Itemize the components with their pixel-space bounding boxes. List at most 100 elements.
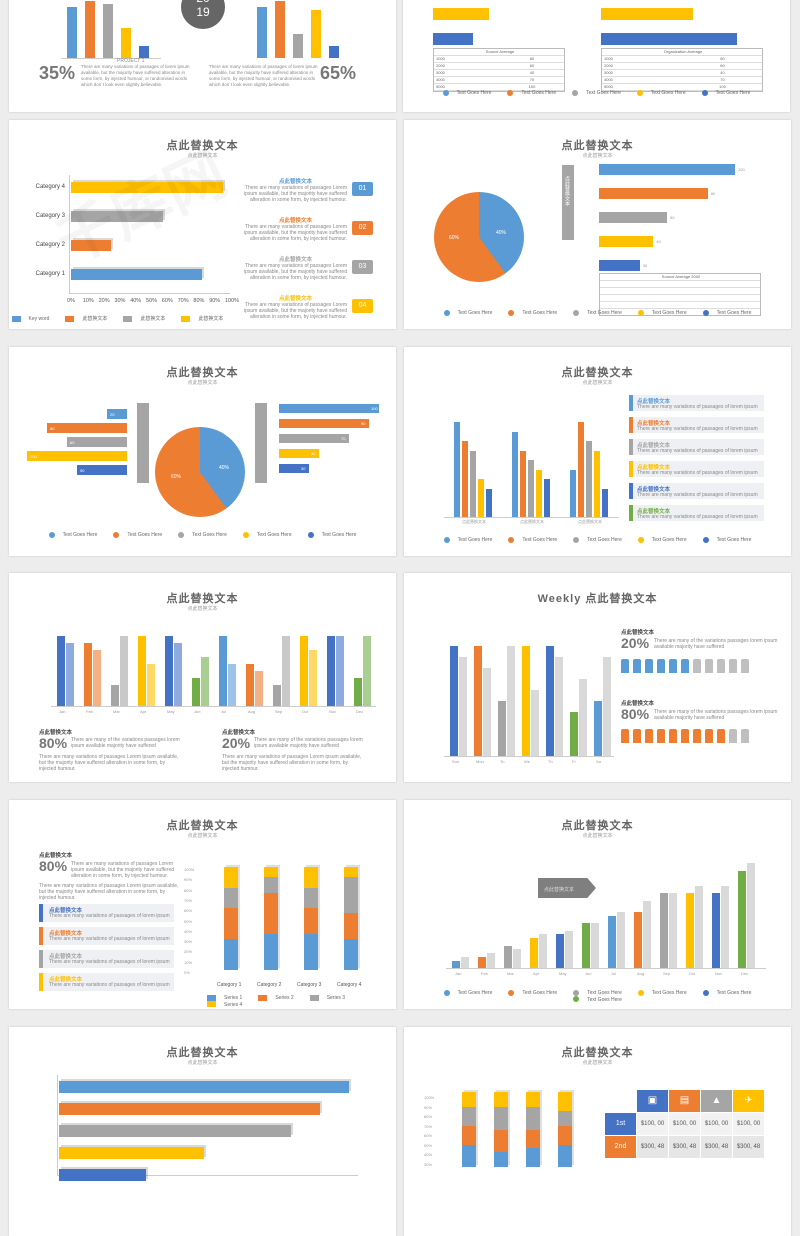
block-title: 点此替换文本: [39, 853, 73, 859]
slide-8[interactable]: Weekly 点此替换文本 Sun Mon Tu We Th Fr Sa 点此替换文本 20…: [404, 573, 791, 782]
bar-navy-left: [433, 33, 473, 45]
bar: [59, 1081, 349, 1093]
bar: [93, 650, 101, 706]
slide-title: 点此替换文本: [561, 1047, 634, 1059]
item-row-title: 点此替换文本: [49, 931, 83, 937]
bar: [300, 636, 308, 706]
legend-label: Text Goes Here: [715, 90, 751, 97]
bar: [608, 915, 616, 968]
person-icon: [693, 659, 701, 673]
bar: [594, 450, 600, 517]
month-label: Apr: [140, 709, 147, 714]
price-cell: $100, 00: [669, 1113, 700, 1135]
bar: [103, 4, 113, 58]
legend-item: Text Goes Here: [174, 532, 231, 538]
pie-chart: [155, 427, 245, 517]
slide-11[interactable]: 点此替换文本 点此替换文本: [9, 1027, 396, 1236]
item-row-accent: [629, 439, 633, 455]
side-label-box: [562, 165, 574, 240]
bar-value: 40: [656, 239, 661, 244]
stack-segment: [344, 939, 358, 970]
slide-1[interactable]: 20 19 35% 65% PROJECT 1 There are many v…: [9, 0, 396, 112]
item-title: 点此替换文本: [279, 218, 313, 224]
stack-segment: [526, 1107, 540, 1130]
stack-segment: [462, 1144, 476, 1167]
slide-title: 点此替换文本: [561, 820, 634, 832]
side-label: 点此替换文本: [564, 176, 570, 206]
bar: [309, 650, 317, 706]
item-row-desc: There are many variations of passages of…: [637, 448, 758, 454]
bar: [599, 260, 640, 271]
item-row-title: 点此替换文本: [637, 465, 671, 471]
slide-title: 点此替换文本: [166, 1047, 239, 1059]
legend-item: Text Goes Here: [503, 90, 560, 96]
month-label: Sep: [663, 971, 671, 976]
bar: [565, 930, 573, 968]
bar: [570, 712, 578, 756]
group-label: 点此替换文本: [462, 519, 486, 524]
bar: [279, 434, 349, 443]
weekly-chart-grid: [444, 641, 614, 757]
legend-swatch: [572, 90, 579, 96]
slide-subtitle: 点此替换文本: [582, 153, 613, 159]
slide-5[interactable]: 点此替换文本 点此替换文本 20 80 60 100 50 60% 40% 100 90 7…: [9, 347, 396, 556]
legend-swatch: [636, 90, 643, 96]
legend-swatch: [309, 995, 319, 1001]
slide-3[interactable]: 点此替换文本 点此替换文本 Category 4 Category 3 Catego…: [9, 120, 396, 329]
x-tick: 100%: [225, 298, 240, 304]
bar: [67, 437, 127, 447]
day-label: Th: [548, 759, 553, 764]
item-row-title: 点此替换文本: [637, 443, 671, 449]
bar: [77, 465, 127, 475]
slide-9[interactable]: 点此替换文本 点此替换文本 点此替换文本 80% There are many …: [9, 800, 396, 1009]
legend-item: Series 4: [203, 1001, 246, 1008]
category-label: Category 3: [35, 213, 65, 219]
slide-2[interactable]: Source Average 1000 80 2000 60 3000 40 4000 70 5…: [403, 0, 790, 112]
bar: [513, 949, 521, 968]
bar: [246, 664, 254, 706]
category-bar: [71, 211, 163, 222]
bar: [536, 469, 542, 517]
table-left-title: Source Average: [434, 49, 564, 56]
stack-segment: [462, 1125, 476, 1145]
bar: [747, 863, 755, 968]
legend-label: Text Goes Here: [192, 532, 227, 539]
slide-6[interactable]: 点此替换文本 点此替换文本 点此替换文本 点此替换文本 点此替换文本 点此替换文本 T…: [404, 347, 791, 556]
slide-10[interactable]: 点此替换文本 点此替换文本 点此替换文本 Jan Feb Mar Apr May Jun J…: [404, 800, 791, 1009]
legend-label: Text Goes Here: [650, 90, 686, 97]
pie-label-b: 40%: [219, 465, 230, 471]
bar-value: 70: [341, 436, 346, 441]
stack-segment: [304, 887, 318, 909]
slide-12[interactable]: 点此替换文本 点此替换文本 100% 90% 80% 70% 60% 50% 40% 30% …: [404, 1027, 791, 1236]
legend-swatch: [178, 532, 185, 538]
slide-4[interactable]: 点此替换文本 点此替换文本 60% 40% 点此替换文本 100 80 50 40 30…: [404, 120, 791, 329]
slide-7[interactable]: 点此替换文本 点此替换文本 Jan Feb Mar Apr May Jun Jul Aug Se…: [9, 573, 396, 782]
source-table: Source Average 2000: [599, 273, 761, 316]
table-row: 2000 60: [434, 63, 564, 70]
row: [600, 281, 760, 288]
person-icon: [729, 659, 737, 673]
bar: [478, 956, 486, 968]
item-row: 点此替换文本 There are many variations of passa…: [39, 973, 174, 991]
bar: [570, 469, 576, 517]
month-label: Jul: [221, 709, 227, 714]
person-icon: [633, 729, 641, 743]
stack-segment: [344, 913, 358, 940]
stack-segment: [494, 1152, 508, 1167]
legend-label: Text Goes Here: [522, 310, 558, 317]
bar: [579, 679, 587, 756]
item-row-title: 点此替换文本: [637, 421, 671, 427]
legend-swatch: [507, 90, 514, 96]
item-row: 点此替换文本 There are many variations of passa…: [39, 950, 174, 968]
right-desc: There are many variations of passages of…: [209, 64, 318, 87]
person-icon: [729, 729, 737, 743]
price-cell: $100, 00: [733, 1113, 764, 1135]
item-desc: There are many variations of passages Lo…: [243, 302, 347, 320]
bar: [363, 636, 371, 706]
y-tick: 80%: [184, 887, 193, 893]
stack-segment: [224, 939, 238, 970]
bar: [120, 636, 128, 706]
item-desc: There are many variations of passages Lo…: [243, 224, 347, 242]
legend-item: Text Goes Here: [440, 537, 497, 543]
table-row: 1000 80: [434, 56, 564, 63]
